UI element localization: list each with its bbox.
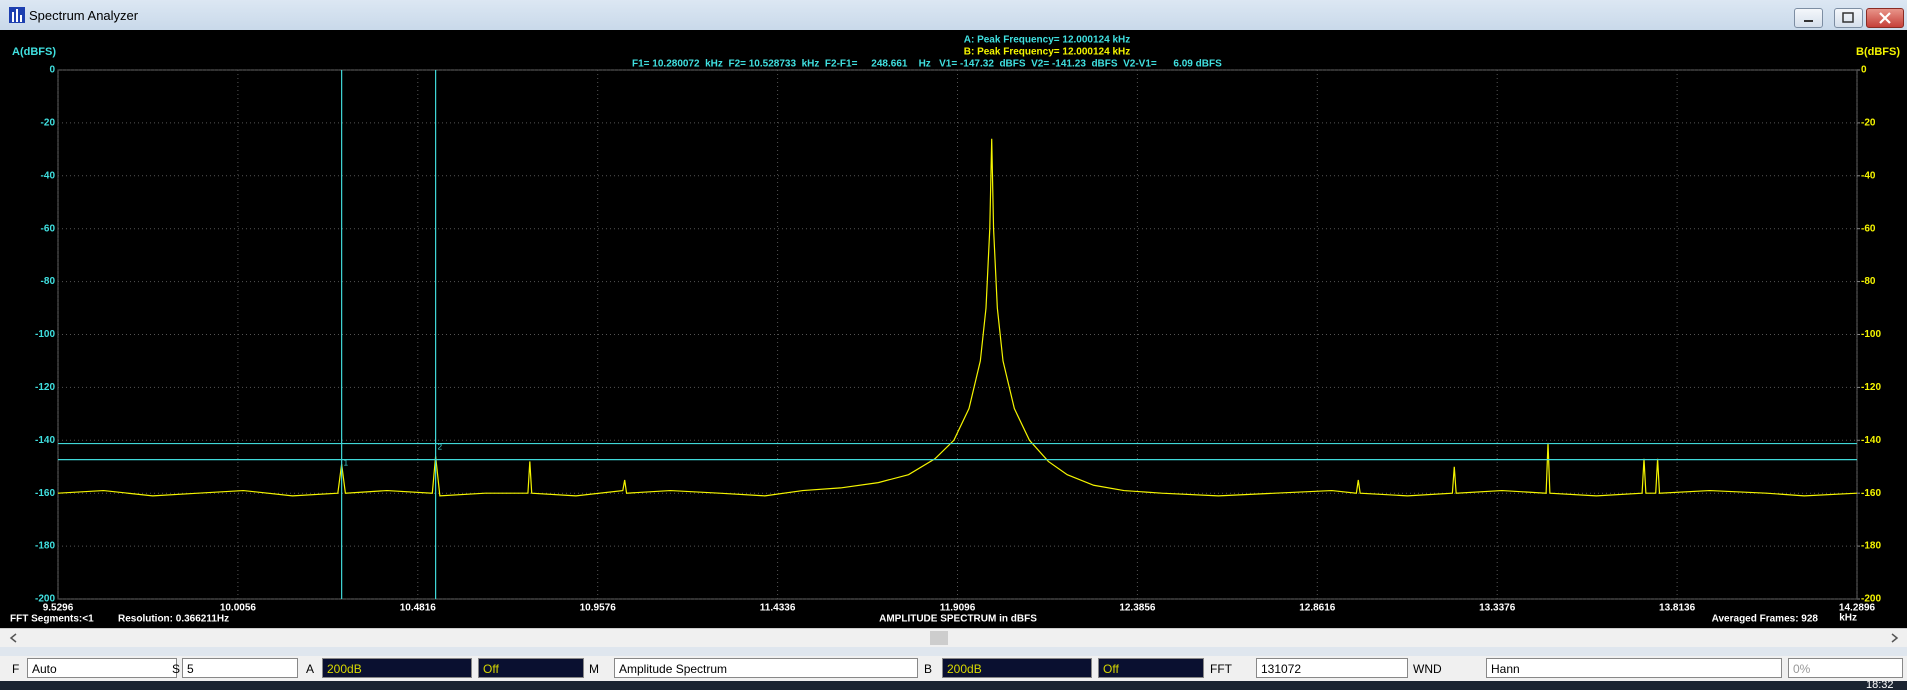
s-label: S xyxy=(172,662,181,676)
app-icon xyxy=(9,7,25,23)
b-mode-dropdown[interactable]: Off xyxy=(1098,658,1204,678)
y-tick-label: -40 xyxy=(41,170,56,181)
title-bar: Spectrum Analyzer xyxy=(0,0,1907,30)
horizontal-scrollbar[interactable] xyxy=(0,628,1907,647)
y-axis-label: A(dBFS) xyxy=(12,46,56,58)
y-tick-label: -20 xyxy=(41,118,56,129)
f-label: F xyxy=(12,662,20,676)
peak-b: B: Peak Frequency= 12.000124 kHz xyxy=(964,47,1130,58)
x-tick-label: 10.9576 xyxy=(580,603,617,614)
wnd-label: WND xyxy=(1413,662,1442,676)
y2-tick-label: -100 xyxy=(1861,329,1881,340)
spectrum-line xyxy=(57,138,1858,497)
x-tick-label: 11.4336 xyxy=(760,603,796,614)
y-tick-label: -80 xyxy=(41,276,56,287)
y2-axis-label: B(dBFS) xyxy=(1856,46,1900,58)
maximize-button[interactable] xyxy=(1834,8,1863,28)
chart-background xyxy=(0,30,1907,628)
minimize-button[interactable] xyxy=(1794,8,1823,28)
toolbar: F Auto S 5 A 200dB Off M Amplitude Spect… xyxy=(0,656,1907,682)
cursor-label: 1 xyxy=(344,459,349,468)
averaged-frames: Averaged Frames: 928 xyxy=(1712,614,1819,625)
spectrum-chart: A: Peak Frequency= 12.000124 kHz B: Peak… xyxy=(0,30,1907,628)
x-tick-label: 12.3856 xyxy=(1119,603,1156,614)
x-tick-label: 13.8136 xyxy=(1659,603,1696,614)
wnd-dropdown[interactable]: Hann xyxy=(1486,658,1782,678)
y-tick-label: -180 xyxy=(35,541,55,552)
y2-tick-label: -180 xyxy=(1861,541,1881,552)
b-label: B xyxy=(924,662,933,676)
overlap-dropdown[interactable]: 0% xyxy=(1788,658,1903,678)
y2-tick-label: -160 xyxy=(1861,488,1881,499)
x-axis-label: kHz xyxy=(1839,613,1857,624)
y-tick-label: -160 xyxy=(35,488,55,499)
cursor-label: 2 xyxy=(438,443,443,452)
y-tick-label: -60 xyxy=(41,223,56,234)
a-mode-dropdown[interactable]: Off xyxy=(478,658,584,678)
y2-tick-label: -80 xyxy=(1861,276,1876,287)
peak-a: A: Peak Frequency= 12.000124 kHz xyxy=(964,35,1130,46)
x-tick-label: 9.5296 xyxy=(43,603,74,614)
y2-tick-label: -200 xyxy=(1861,594,1881,605)
x-tick-label: 14.2896 xyxy=(1839,603,1876,614)
s-dropdown[interactable]: 5 xyxy=(182,658,298,678)
a-range-dropdown[interactable]: 200dB xyxy=(322,658,472,678)
y-tick-label: 0 xyxy=(49,65,55,76)
taskbar: 18:32 xyxy=(0,681,1907,690)
m-dropdown[interactable]: Amplitude Spectrum xyxy=(614,658,918,678)
y-tick-label: -100 xyxy=(35,329,55,340)
fft-segments: FFT Segments:<1 xyxy=(10,614,94,625)
x-tick-label: 10.0056 xyxy=(220,603,257,614)
window-title: Spectrum Analyzer xyxy=(29,8,139,23)
y2-tick-label: -40 xyxy=(1861,170,1876,181)
fft-label: FFT xyxy=(1210,662,1232,676)
a-label: A xyxy=(306,662,315,676)
y2-tick-label: -60 xyxy=(1861,223,1876,234)
y-tick-label: -120 xyxy=(35,382,55,393)
x-tick-label: 11.9096 xyxy=(940,603,976,614)
plot-area: -200-180-160-140-120-100-80-60-40-200-20… xyxy=(35,65,1881,614)
x-tick-label: 12.8616 xyxy=(1299,603,1336,614)
y2-tick-label: -140 xyxy=(1861,435,1881,446)
clock: 18:32 xyxy=(1866,681,1894,690)
resolution: Resolution: 0.366211Hz xyxy=(118,614,229,625)
x-tick-label: 13.3376 xyxy=(1479,603,1516,614)
chart-caption: AMPLITUDE SPECTRUM in dBFS xyxy=(879,614,1037,625)
f-dropdown[interactable]: Auto xyxy=(27,658,177,678)
y-tick-label: -140 xyxy=(35,435,55,446)
m-label: M xyxy=(589,662,599,676)
fft-dropdown[interactable]: 131072 xyxy=(1256,658,1408,678)
y-tick-label: -200 xyxy=(35,594,55,605)
y2-tick-label: 0 xyxy=(1861,65,1867,76)
close-button[interactable] xyxy=(1866,8,1904,28)
y2-tick-label: -20 xyxy=(1861,118,1876,129)
x-tick-label: 10.4816 xyxy=(400,603,437,614)
b-range-dropdown[interactable]: 200dB xyxy=(942,658,1092,678)
cursor-readout: F1= 10.280072 kHz F2= 10.528733 kHz F2-F… xyxy=(632,59,1222,70)
y2-tick-label: -120 xyxy=(1861,382,1881,393)
